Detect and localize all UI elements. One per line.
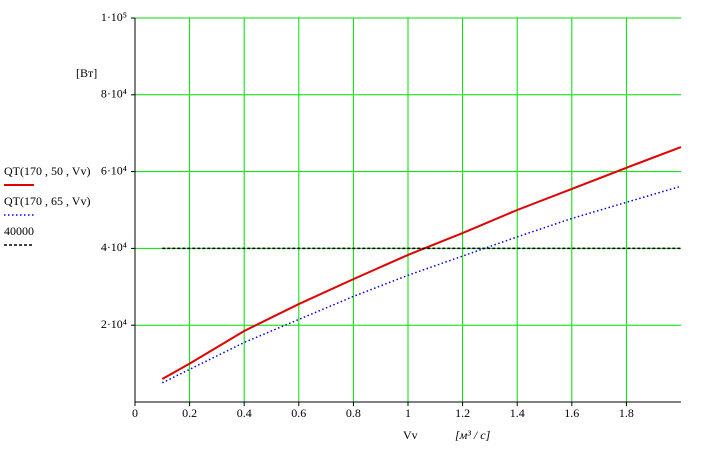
y-tick-label: 1·10⁵ bbox=[101, 10, 127, 24]
y-tick-label: 6·10⁴ bbox=[101, 163, 127, 177]
x-tick-label: 1 bbox=[405, 406, 411, 420]
y-tick-label: 8·10⁴ bbox=[101, 87, 127, 101]
x-tick-label: 1.2 bbox=[455, 406, 470, 420]
x-axis-unit: [м³ / c] bbox=[455, 428, 491, 442]
x-tick-label: 0.2 bbox=[182, 406, 197, 420]
x-tick-label: 1.8 bbox=[619, 406, 634, 420]
series-line bbox=[161, 146, 682, 380]
x-tick-label: 0 bbox=[132, 406, 138, 420]
x-tick-label: 1.4 bbox=[510, 406, 525, 420]
y-axis-label: [Вт] bbox=[76, 66, 97, 80]
x-tick-label: 0.6 bbox=[291, 406, 306, 420]
x-tick-label: 0.4 bbox=[237, 406, 252, 420]
legend-label: QT(170 , 50 , Vv) bbox=[4, 164, 90, 178]
x-tick-label: 1.6 bbox=[564, 406, 579, 420]
legend-label: QT(170 , 65 , Vv) bbox=[4, 194, 90, 208]
y-tick-label: 4·10⁴ bbox=[101, 240, 127, 254]
series-line bbox=[161, 185, 682, 384]
x-tick-label: 0.8 bbox=[346, 406, 361, 420]
x-axis-label: Vv bbox=[403, 428, 418, 442]
y-tick-label: 2·10⁴ bbox=[101, 317, 127, 331]
legend-label: 40000 bbox=[4, 224, 34, 238]
